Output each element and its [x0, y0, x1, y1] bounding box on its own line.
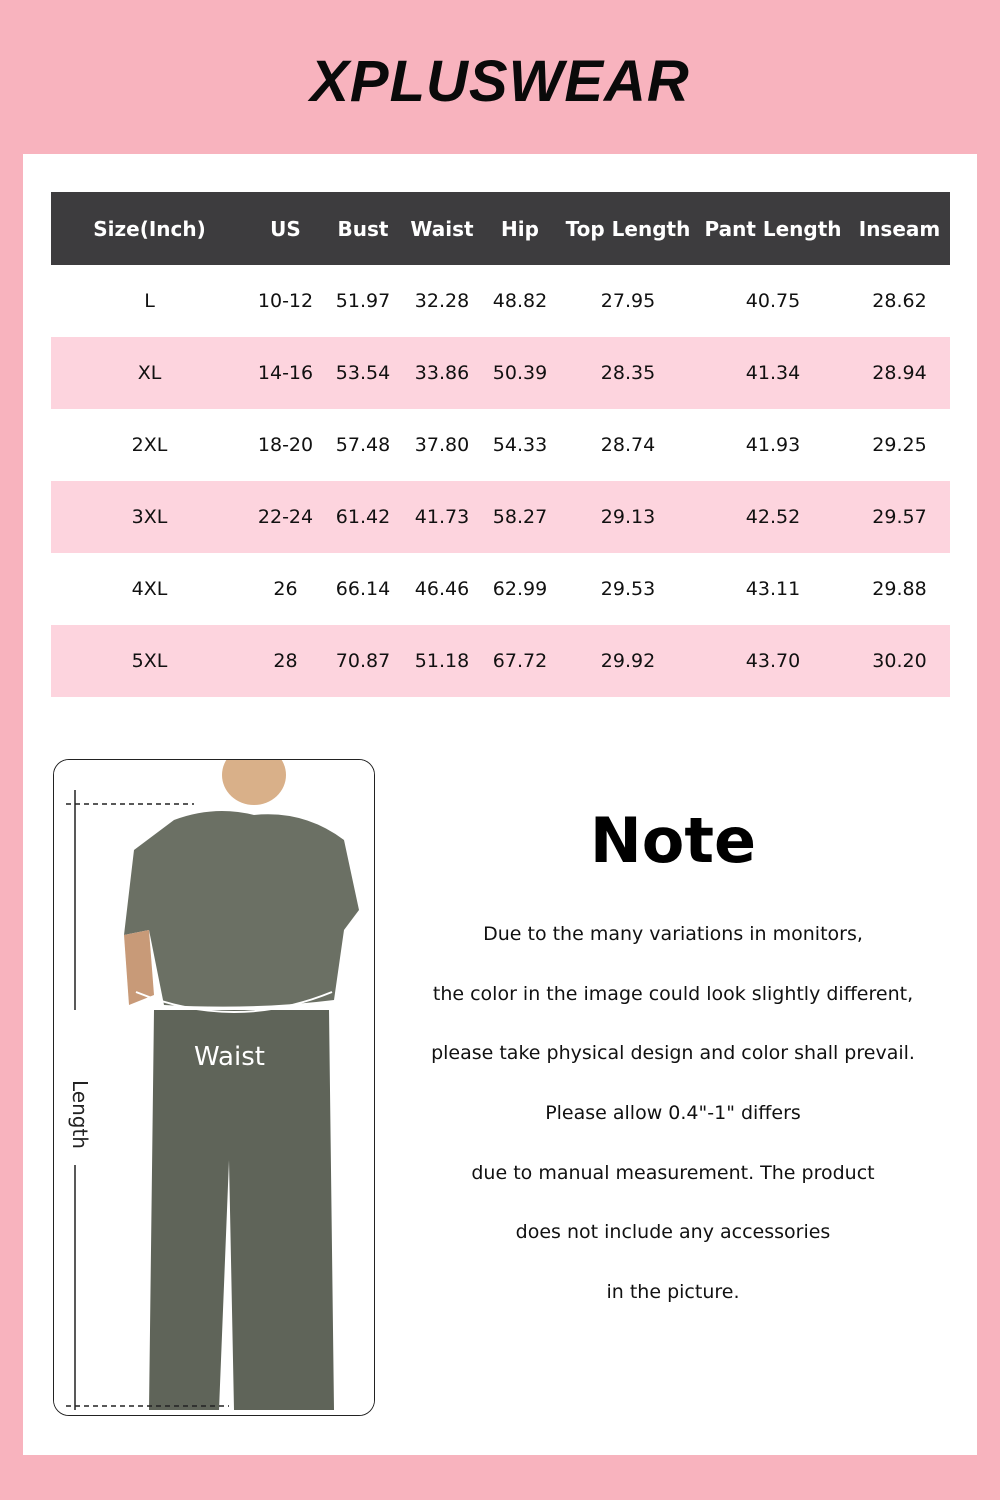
table-row: 3XL 22-24 61.42 41.73 58.27 29.13 42.52 29.57 — [51, 481, 950, 553]
table-cell: 57.48 — [335, 434, 391, 456]
table-cell: 29.57 — [849, 481, 950, 553]
column-header: Pant Length — [697, 192, 849, 265]
table-row: XL 14-16 53.54 33.86 50.39 28.35 41.34 28.94 — [51, 337, 950, 409]
table-row: L 10-12 51.97 32.28 48.82 27.95 40.75 28.62 — [51, 265, 950, 337]
note-line: Please allow 0.4"-1" differs — [545, 1102, 801, 1125]
top-garment — [124, 811, 359, 1007]
table-cell: 10-12 — [257, 290, 314, 312]
table-cell: 37.80 — [414, 434, 470, 456]
note-line: due to manual measurement. The product — [471, 1161, 875, 1184]
table-cell: 40.75 — [745, 290, 801, 312]
table-cell: 62.99 — [492, 578, 548, 600]
table-cell: 28.74 — [600, 434, 656, 456]
table-cell: 28.62 — [872, 290, 927, 312]
table-cell: 4XL — [131, 578, 168, 600]
table-cell: 33.86 — [403, 337, 481, 409]
note-line: please take physical design and color sh… — [431, 1042, 915, 1065]
table-cell: XL — [51, 337, 248, 409]
table-cell: 29.88 — [872, 578, 927, 600]
column-header: Inseam — [849, 192, 950, 265]
column-header: Hip — [481, 192, 559, 265]
table-cell: 27.95 — [600, 290, 656, 312]
waist-label: Waist — [194, 1042, 265, 1072]
size-chart-table: Size(Inch) US Bust Waist Hip Top Length Pant L… — [51, 192, 950, 697]
table-cell: 51.18 — [403, 625, 481, 697]
note-title: Note — [589, 804, 757, 877]
table-cell: 14-16 — [248, 337, 323, 409]
pants-garment — [149, 1010, 334, 1410]
table-cell: 28 — [248, 625, 323, 697]
column-header: Bust — [323, 192, 403, 265]
content-panel: Size(Inch) US Bust Waist Hip Top Length Pant L… — [23, 154, 977, 1455]
table-cell: 18-20 — [257, 434, 314, 456]
column-header: Size(Inch) — [51, 192, 248, 265]
table-cell: 61.42 — [323, 481, 403, 553]
table-cell: 28.35 — [559, 337, 697, 409]
table-cell: 48.82 — [492, 290, 548, 312]
product-photo: Waist Length — [53, 759, 375, 1416]
table-cell: 5XL — [51, 625, 248, 697]
table-cell: 46.46 — [414, 578, 470, 600]
table-cell: 41.73 — [403, 481, 481, 553]
note-line: the color in the image could look slight… — [432, 982, 914, 1005]
note-line: Due to the many variations in monitors, — [483, 923, 863, 945]
table-cell: 29.13 — [559, 481, 697, 553]
note-line: in the picture. — [606, 1281, 740, 1304]
column-header: Waist — [403, 192, 481, 265]
column-header: Top Length — [559, 192, 697, 265]
table-cell: 30.20 — [849, 625, 950, 697]
model-head — [222, 760, 286, 805]
table-cell: 43.70 — [697, 625, 849, 697]
column-header: US — [248, 192, 323, 265]
length-label: Length — [68, 1080, 92, 1149]
table-cell: 70.87 — [323, 625, 403, 697]
table-cell: 32.28 — [414, 290, 470, 312]
table-cell: L — [144, 290, 155, 312]
table-cell: 43.11 — [745, 578, 801, 600]
table-row: 4XL 26 66.14 46.46 62.99 29.53 43.11 29.88 — [51, 553, 950, 625]
table-cell: 3XL — [51, 481, 248, 553]
table-cell: 28.94 — [849, 337, 950, 409]
table-cell: 51.97 — [335, 290, 391, 312]
table-cell: 29.92 — [559, 625, 697, 697]
note-line: does not include any accessories — [515, 1221, 831, 1244]
table-cell: 29.25 — [872, 434, 927, 456]
table-cell: 22-24 — [248, 481, 323, 553]
table-cell: 66.14 — [335, 578, 391, 600]
table-row: 2XL 18-20 57.48 37.80 54.33 28.74 41.93 29.25 — [51, 409, 950, 481]
table-cell: 67.72 — [481, 625, 559, 697]
brand-logo: XPLUSWEAR — [310, 49, 690, 114]
table-cell: 53.54 — [323, 337, 403, 409]
table-header-row: Size(Inch) US Bust Waist Hip Top Length Pant L… — [51, 192, 950, 265]
note-text: Due to the many variations in monitors, … — [393, 916, 953, 1334]
table-cell: 2XL — [131, 434, 168, 456]
table-cell: 42.52 — [697, 481, 849, 553]
table-cell: 29.53 — [600, 578, 656, 600]
table-cell: 26 — [273, 578, 298, 600]
table-cell: 58.27 — [481, 481, 559, 553]
table-cell: 50.39 — [481, 337, 559, 409]
table-cell: 41.93 — [745, 434, 801, 456]
table-cell: 41.34 — [697, 337, 849, 409]
table-cell: 54.33 — [492, 434, 548, 456]
table-row: 5XL 28 70.87 51.18 67.72 29.92 43.70 30.20 — [51, 625, 950, 697]
model-figure-illustration — [54, 760, 374, 1415]
